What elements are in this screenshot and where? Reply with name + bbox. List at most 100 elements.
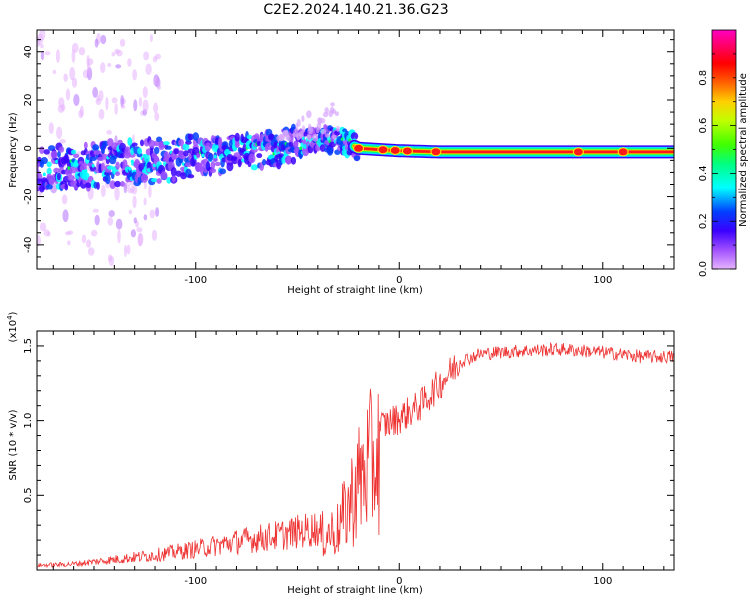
spectrogram-noise-blob <box>65 88 71 101</box>
x-tick-label: -100 <box>184 576 207 587</box>
spectrogram-noise-blob <box>301 115 305 122</box>
spectrogram-band-blob <box>115 161 120 170</box>
spectrogram-band-blob <box>204 142 211 152</box>
colorbar-tick-label: 0.0 <box>698 261 709 277</box>
spectrogram-band-blob <box>120 181 125 187</box>
spectrogram-band-blob <box>334 130 341 136</box>
spectrogram-band-blob <box>89 155 97 162</box>
spectrogram-noise-blob <box>133 217 137 224</box>
spectrogram-noise-blob <box>296 118 301 127</box>
spectrogram-noise-blob <box>81 234 87 244</box>
spectrogram-noise-blob <box>142 86 148 99</box>
spectrogram-band-blob <box>85 182 92 189</box>
spectrogram-band-blob <box>214 161 221 167</box>
spectrogram-band-blob <box>187 133 195 141</box>
x-tick-label: 0 <box>396 576 402 587</box>
spectrogram-band-blob <box>72 153 80 159</box>
spectrogram-band-blob <box>131 142 138 147</box>
spectrogram-band-blob <box>105 174 111 185</box>
spectrogram-band-blob <box>57 172 61 181</box>
spectrogram-band-blob <box>163 141 170 146</box>
spectrogram-noise-blob <box>111 97 118 104</box>
spectrogram-noise-blob <box>136 227 143 233</box>
spectrogram-noise-blob <box>143 214 148 221</box>
spectrogram-noise-blob <box>39 222 47 232</box>
spectrogram-noise-blob <box>92 208 99 213</box>
colorbar-label: Normalized spectral amplitude <box>738 73 749 227</box>
spectrogram-band-blob <box>237 159 242 168</box>
spectrogram-band-blob <box>57 150 61 158</box>
spectrogram-band-blob <box>293 140 299 149</box>
spectrogram-noise-blob <box>116 49 123 57</box>
spectrogram-noise-blob <box>87 62 91 77</box>
spectrogram-noise-blob <box>301 125 306 133</box>
snr-plot-area <box>37 331 674 570</box>
spectrogram-noise-blob <box>100 184 106 197</box>
spectrogram-band-blob <box>299 146 303 150</box>
spectrogram-noise-blob <box>71 77 78 88</box>
snr-ticks: -100 0 100 0.5 1.0 1.5 <box>23 330 674 587</box>
colorbar-gradient <box>712 30 736 269</box>
spectrogram-noise-blob <box>126 244 131 255</box>
spectrogram-noise-blob <box>114 102 118 115</box>
y-tick-label: 0 <box>23 145 34 151</box>
spectrogram-noise-blob <box>67 240 71 246</box>
spectrogram-noise-blob <box>58 97 65 108</box>
spectrogram-band-blob <box>136 152 143 158</box>
spectrogram-band-blob <box>170 166 177 177</box>
spectrogram-noise-blob <box>73 94 80 106</box>
spectrogram-band-blob <box>201 153 205 158</box>
x-tick-label: 100 <box>593 576 612 587</box>
spectrogram-band-blob <box>83 141 88 149</box>
spectrogram-noise-blob <box>138 96 143 107</box>
spectrogram-band-blob <box>100 162 106 173</box>
spectrogram-noise-blob <box>59 139 66 144</box>
spectrogram-noise-blob <box>320 128 327 135</box>
spectrogram-noise-blob <box>149 209 156 219</box>
spectrogram-noise-blob <box>295 132 302 140</box>
spectrogram-band-blob <box>45 184 53 190</box>
snr-series-line <box>37 341 674 569</box>
spectrogram-band-blob <box>64 183 69 191</box>
spectrogram-band-blob <box>82 172 90 181</box>
spectrogram-band-blob <box>212 157 218 162</box>
spectrogram-band-blob <box>84 169 88 173</box>
spectrogram-band-blob <box>187 174 195 179</box>
y-tick-label: 1.0 <box>23 413 34 429</box>
spectrogram-band-blob <box>192 132 200 141</box>
spectrogram-y-axis-label: Frequency (Hz) <box>8 112 19 188</box>
snr-y-multiplier-close: ) <box>8 311 19 315</box>
spectrogram-noise-blob <box>63 73 68 82</box>
spectrogram-band-blob <box>173 148 179 155</box>
spectrogram-noise-blob <box>85 239 92 248</box>
spectrogram-band-blob <box>128 166 132 171</box>
x-tick-label: 100 <box>593 275 612 286</box>
spectrogram-noise-blob <box>151 229 158 241</box>
spectrogram-noise-blob <box>98 90 104 102</box>
spectrogram-hot-spot <box>389 145 401 155</box>
spectrogram-band-blob <box>115 171 121 176</box>
spectrogram-band-blob <box>37 185 40 191</box>
spectrogram-band-blob <box>156 136 163 143</box>
spectrogram-band-blob <box>250 164 258 171</box>
spectrogram-band-blob <box>209 168 217 174</box>
spectrogram-heatmap <box>37 30 674 267</box>
spectrogram-noise-blob <box>132 195 137 209</box>
spectrogram-band-blob <box>242 143 247 153</box>
spectrogram-band-blob <box>160 171 168 180</box>
spectrogram-band-blob <box>153 146 160 155</box>
spectrogram-noise-blob <box>143 51 150 61</box>
spectrogram-band-blob <box>353 155 361 161</box>
spectrogram-band-blob <box>114 180 122 188</box>
spectrogram-band-blob <box>130 147 135 156</box>
spectrogram-band-blob <box>148 139 156 148</box>
y-tick-label: 1.5 <box>23 338 34 354</box>
spectrogram-band-blob <box>42 172 46 177</box>
spectrogram-hot-spot <box>353 143 365 153</box>
spectrogram-panel: -100 0 100 -40 -20 0 20 40 Height of straight l… <box>8 29 675 296</box>
y-tick-label: 40 <box>23 45 34 58</box>
spectrogram-band-blob <box>290 156 297 165</box>
spectrogram-band-blob <box>262 158 267 166</box>
spectrogram-band-blob <box>278 153 285 158</box>
spectrogram-noise-blob <box>119 38 126 47</box>
